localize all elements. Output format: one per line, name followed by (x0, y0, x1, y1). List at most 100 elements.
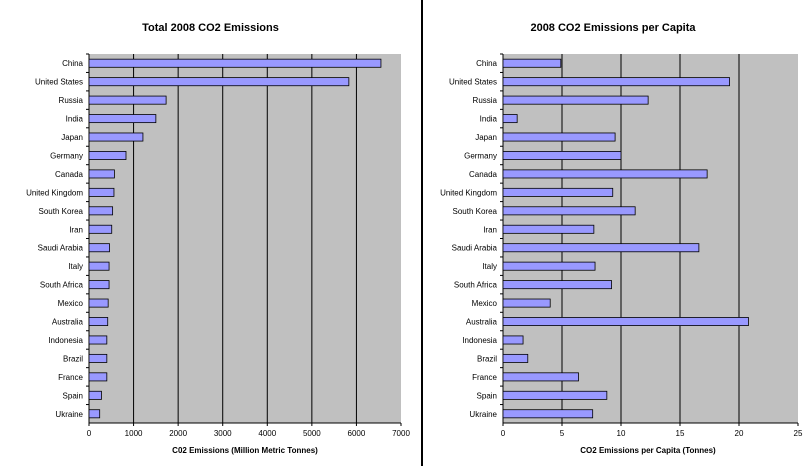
bar (502, 409, 594, 419)
category-label: Saudi Arabia (452, 244, 498, 253)
bar (88, 317, 109, 326)
bar (502, 114, 518, 124)
category-label: Brazil (477, 354, 497, 363)
x-tick-label: 2000 (169, 429, 187, 438)
plot-area (503, 54, 798, 423)
chart-title: Total 2008 CO2 Emissions (142, 22, 279, 34)
category-label: Brazil (63, 354, 83, 363)
category-label: Italy (482, 262, 497, 271)
x-tick-label: 5000 (303, 429, 321, 438)
category-label: Russia (473, 96, 498, 105)
bar-chart-total: 0 1000 2000 3000 4000 5000 6000 7000 China United… (26, 53, 410, 438)
x-tick-label: 0 (501, 429, 506, 438)
category-label: South Korea (453, 207, 498, 216)
bar (88, 280, 110, 290)
category-label: United Kingdom (26, 188, 83, 197)
x-tick-label: 7000 (392, 429, 410, 438)
bar (88, 187, 115, 197)
bar (88, 261, 110, 271)
bar (502, 317, 749, 326)
category-label: India (66, 115, 84, 124)
category-label: South Korea (39, 207, 84, 216)
bar (502, 187, 614, 197)
chart-title: 2008 CO2 Emissions per Capita (530, 22, 696, 34)
bar (88, 335, 108, 345)
category-label: Mexico (472, 299, 498, 308)
category-label: Germany (464, 151, 497, 160)
category-label: Mexico (58, 299, 84, 308)
x-axis-label: C02 Emissions (Million Metric Tonnes) (172, 446, 318, 455)
bar (502, 95, 649, 105)
bar (88, 114, 157, 124)
category-label: Spain (477, 391, 497, 400)
bar (88, 353, 108, 363)
bar (502, 206, 636, 216)
panel-divider (421, 0, 423, 466)
category-label: Indonesia (462, 336, 497, 345)
bar (502, 151, 622, 160)
bar (502, 243, 700, 253)
chart-panel-total: Total 2008 CO2 Emissions 0 1000 2000 3000 40… (26, 22, 411, 455)
bar (502, 390, 608, 400)
bar (88, 77, 350, 87)
bar (88, 243, 110, 253)
category-label: Iran (483, 225, 497, 234)
x-axis-label: CO2 Emissions per Capita (Tonnes) (580, 446, 716, 455)
bar (88, 151, 127, 160)
bar (502, 335, 524, 345)
category-label: India (480, 115, 498, 124)
x-tick-label: 25 (794, 429, 803, 438)
x-tick-label: 15 (676, 429, 685, 438)
bar (88, 206, 114, 216)
category-label: France (58, 373, 83, 382)
bar (502, 169, 708, 179)
category-label: China (476, 59, 497, 68)
category-label: South Africa (454, 281, 498, 290)
category-label: Spain (63, 391, 83, 400)
x-tick-label: 6000 (348, 429, 366, 438)
category-label: Canada (469, 170, 498, 179)
x-tick-label: 0 (87, 429, 92, 438)
bar (88, 95, 167, 105)
category-label: Australia (466, 318, 498, 327)
bar (502, 132, 616, 142)
bar (88, 58, 382, 68)
x-tick-label: 1000 (125, 429, 143, 438)
x-tick-label: 20 (735, 429, 744, 438)
bar (502, 224, 595, 234)
category-label: Australia (52, 318, 84, 327)
bar (502, 58, 562, 68)
bar (88, 169, 115, 179)
category-label: Saudi Arabia (38, 244, 84, 253)
x-tick-label: 10 (617, 429, 626, 438)
bar (502, 261, 596, 271)
category-label: Iran (69, 225, 83, 234)
category-label: Ukraine (469, 410, 497, 419)
bar (88, 132, 144, 142)
category-label: Ukraine (55, 410, 83, 419)
x-tick-label: 3000 (214, 429, 232, 438)
bar (502, 353, 529, 363)
category-label: France (472, 373, 497, 382)
category-label: Germany (50, 151, 83, 160)
category-label: Italy (68, 262, 83, 271)
bar (502, 77, 730, 87)
bar (88, 390, 102, 400)
plot-area (89, 54, 401, 423)
category-label: Canada (55, 170, 84, 179)
chart-panel-per-capita: 2008 CO2 Emissions per Capita 0 5 10 15 20 25… (423, 0, 803, 466)
category-label: Japan (61, 133, 83, 142)
x-tick-label: 4000 (258, 429, 276, 438)
category-label: Russia (59, 96, 84, 105)
bar (88, 409, 101, 419)
bar (88, 298, 109, 308)
x-tick-label: 5 (560, 429, 565, 438)
bar-chart-per-capita: 0 5 10 15 20 25 China United States Russia India J… (440, 53, 803, 438)
category-label: United States (35, 78, 83, 87)
category-label: Indonesia (48, 336, 83, 345)
category-label: Japan (475, 133, 497, 142)
bar (88, 224, 113, 234)
category-label: United Kingdom (440, 188, 497, 197)
category-label: South Africa (40, 281, 84, 290)
bar (502, 372, 579, 382)
